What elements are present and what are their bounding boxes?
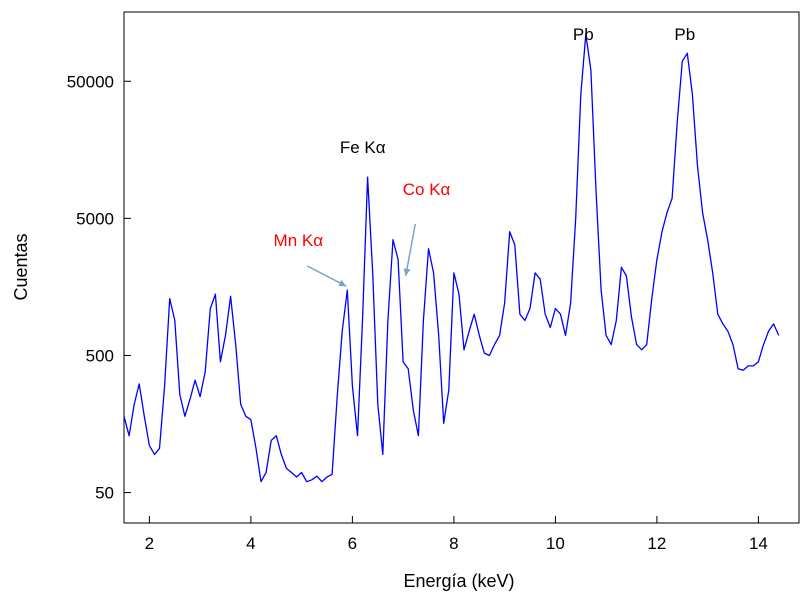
y-tick-label: 50	[95, 484, 114, 503]
x-tick-label: 10	[546, 534, 565, 553]
annotation-arrow	[404, 223, 417, 277]
x-tick-label: 2	[145, 534, 154, 553]
x-tick-label: 4	[246, 534, 255, 553]
y-axis-ticks: 50 500 5000 50000	[67, 72, 131, 503]
y-tick-label: 500	[86, 346, 114, 365]
arrow-head	[403, 268, 411, 276]
x-tick-label: 12	[647, 534, 666, 553]
spectrum-line	[123, 33, 780, 483]
peak-label: Mn Kα	[274, 231, 324, 250]
peak-label: Pb	[573, 25, 594, 44]
x-tick-label: 6	[348, 534, 357, 553]
annotations-group: Pb Pb Fe Kα Co Kα Mn Kα	[274, 25, 695, 287]
series-group	[123, 33, 780, 483]
y-axis-title: Cuentas	[11, 233, 31, 300]
plot-frame	[123, 11, 800, 524]
peak-label: Fe Kα	[340, 138, 386, 157]
x-axis-title: Energía (keV)	[403, 571, 514, 591]
x-tick-label: 8	[449, 534, 458, 553]
x-tick-label: 14	[749, 534, 768, 553]
arrow-head	[338, 279, 347, 287]
y-tick-label: 50000	[67, 72, 114, 91]
annotation-arrow	[306, 265, 347, 287]
y-tick-label: 5000	[76, 209, 114, 228]
peak-label: Co Kα	[403, 180, 451, 199]
x-axis-ticks: 2 4 6 8 10 12 14	[145, 516, 768, 553]
peak-label: Pb	[674, 25, 695, 44]
